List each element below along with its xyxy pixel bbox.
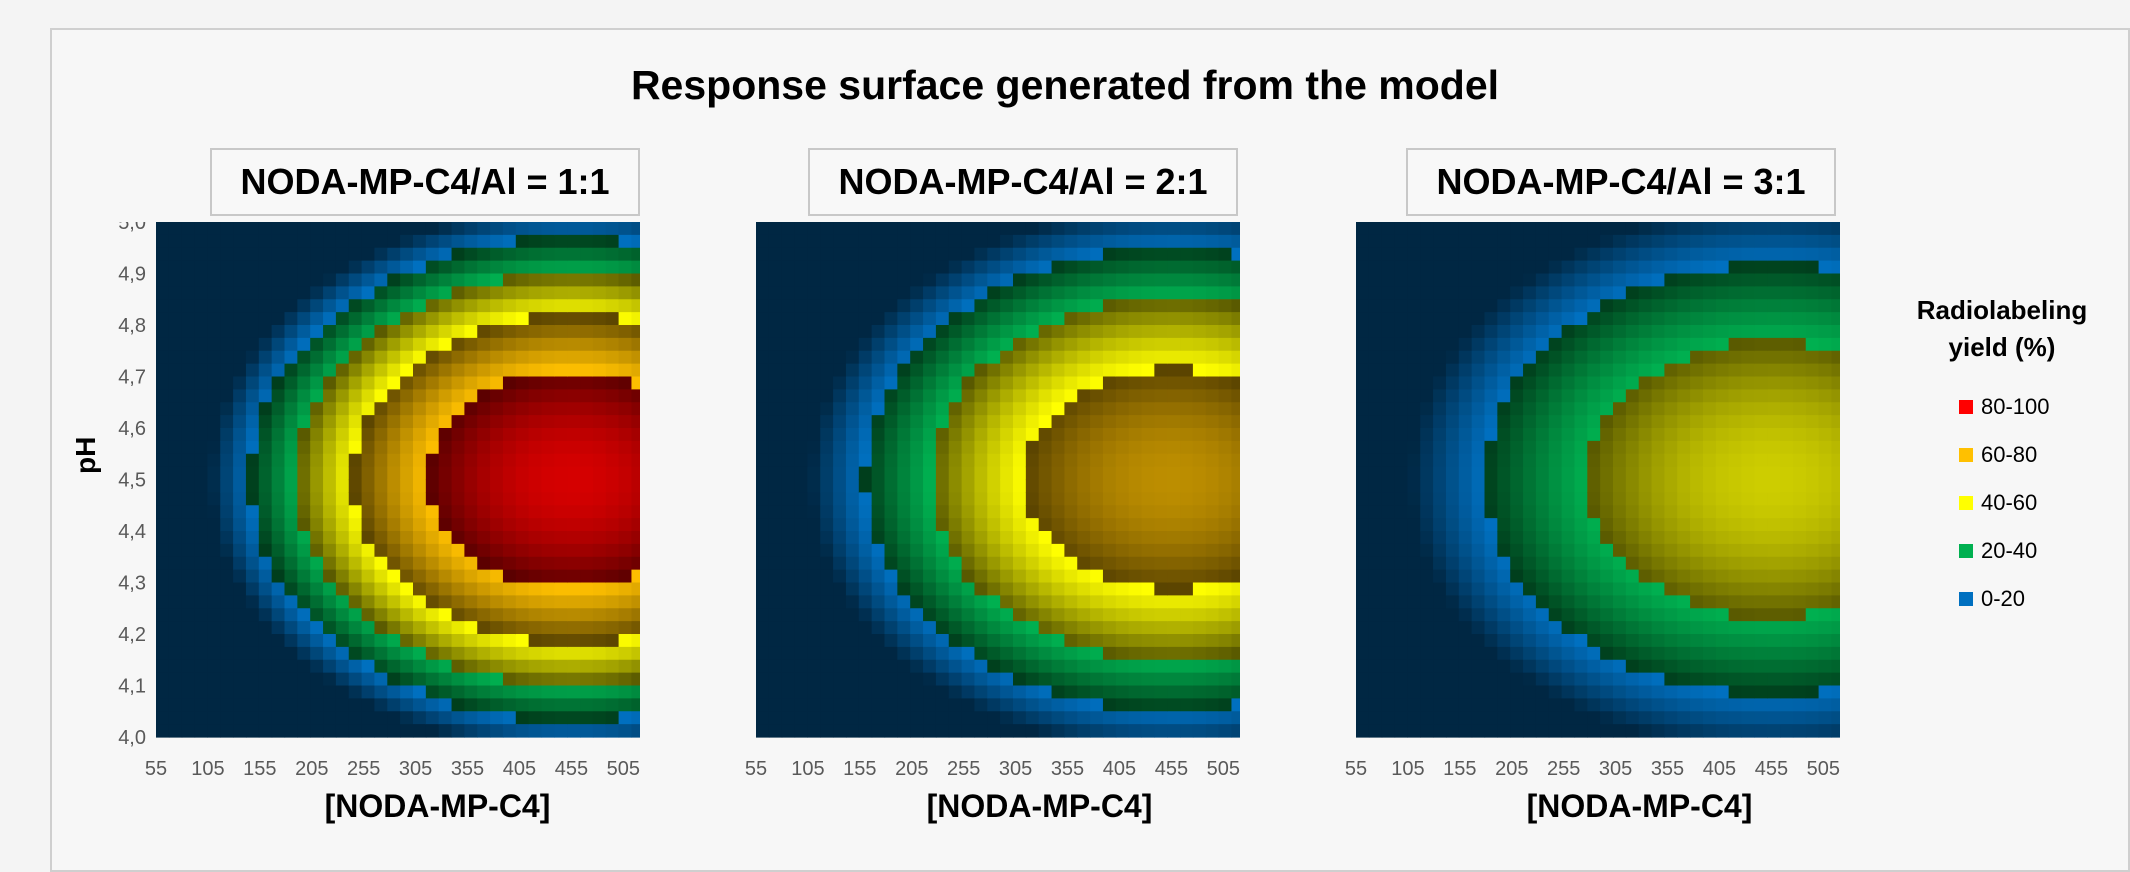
legend-item: 20-40 <box>1959 527 2102 575</box>
legend-title-line-1: Radiolabeling <box>1916 295 2088 325</box>
chart-frame <box>50 28 2130 872</box>
legend-label: 20-40 <box>1981 538 2038 563</box>
chart-title: Response surface generated from the mode… <box>630 62 1500 108</box>
legend-swatch <box>1959 592 1973 606</box>
legend-swatch <box>1959 496 1973 510</box>
legend-label: 0-20 <box>1981 586 2026 611</box>
legend-items: 80-100 60-80 40-60 20-40 0-20 <box>1902 383 2102 623</box>
legend-label: 40-60 <box>1981 490 2038 515</box>
legend-title-line-2: yield (%) <box>1948 332 2056 362</box>
legend-item: 0-20 <box>1959 575 2102 623</box>
legend-item: 60-80 <box>1959 431 2102 479</box>
legend-swatch <box>1959 448 1973 462</box>
legend-item: 40-60 <box>1959 479 2102 527</box>
legend-label: 80-100 <box>1981 394 2050 419</box>
legend-swatch <box>1959 400 1973 414</box>
legend-label: 60-80 <box>1981 442 2038 467</box>
y-axis-label: pH <box>70 436 101 474</box>
legend-swatch <box>1959 544 1973 558</box>
legend-item: 80-100 <box>1959 383 2102 431</box>
legend-title: Radiolabeling yield (%) <box>1902 292 2102 366</box>
legend: Radiolabeling yield (%) 80-100 60-80 40-60… <box>1902 292 2102 623</box>
